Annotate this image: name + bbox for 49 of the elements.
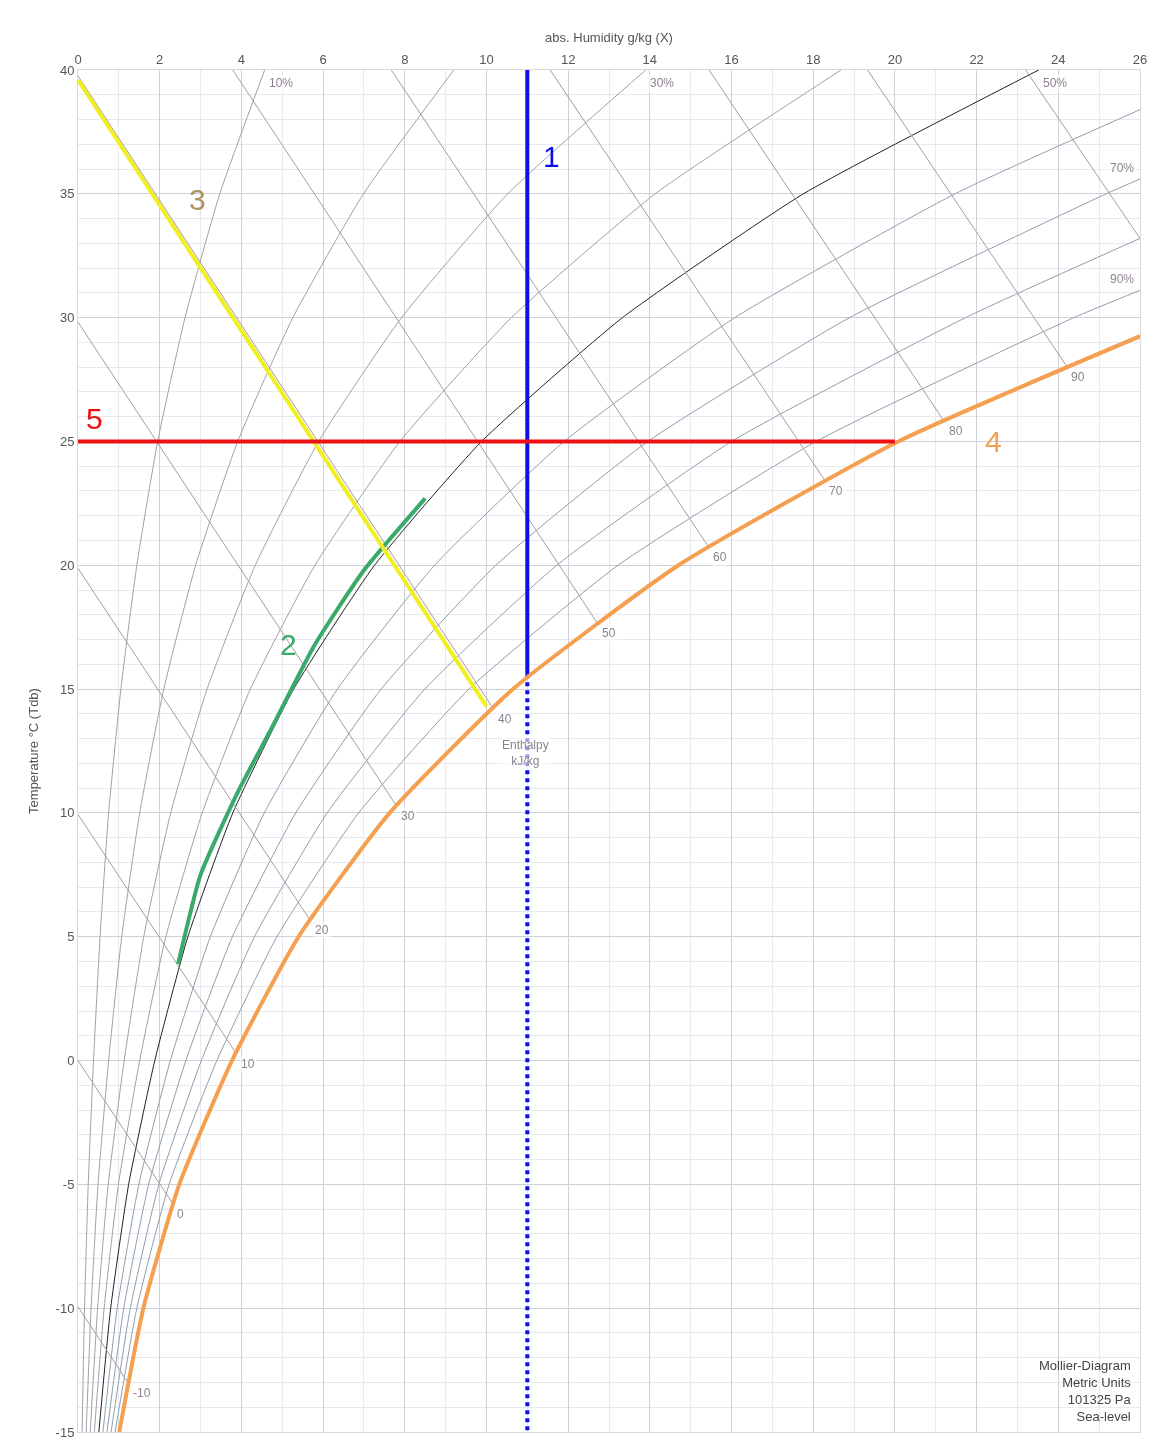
x-tick-label: 22 [969, 51, 984, 67]
x-axis-title: abs. Humidity g/kg (X) [545, 29, 673, 45]
annotation: 60 [713, 550, 727, 564]
annotation: 30 [401, 809, 415, 823]
annotation: 10 [241, 1057, 255, 1071]
y-tick-label: 30 [59, 310, 75, 326]
y-tick-label: -5 [62, 1176, 75, 1192]
annotation: 1 [543, 140, 560, 173]
annotation: 90 [1071, 370, 1085, 384]
annotation: 70% [1110, 161, 1135, 175]
x-tick-label: 24 [1051, 51, 1066, 67]
x-tick-label: 20 [887, 51, 903, 67]
y-tick-label: 40 [59, 62, 75, 78]
x-tick-label: 8 [401, 51, 409, 67]
y-tick-label: 20 [59, 557, 75, 573]
x-tick-label: 18 [806, 51, 821, 67]
annotation: Mollier-Diagram Metric Units 101325 Pa Sea-level [1039, 1358, 1132, 1424]
y-tick-label: -15 [55, 1424, 75, 1440]
annotation: 90% [1110, 272, 1135, 286]
y-axis-title: Temperature °C (Tdb) [25, 688, 41, 814]
annotation: 30% [650, 76, 675, 90]
x-tick-label: 6 [319, 51, 327, 67]
x-tick-label: 12 [560, 51, 576, 67]
annotation: 0 [177, 1207, 184, 1221]
annotation: 4 [985, 425, 1002, 458]
annotation: 80 [949, 424, 963, 438]
y-tick-label: 35 [59, 186, 75, 202]
y-tick-label: 10 [59, 805, 75, 821]
y-tick-label: -10 [55, 1300, 75, 1316]
annotation: 40 [498, 712, 512, 726]
annotation: Enthalpy kJ/kg [502, 738, 549, 768]
annotation: 3 [189, 183, 206, 216]
annotation: 70 [829, 484, 843, 498]
x-tick-label: 2 [156, 51, 164, 67]
x-tick-label: 4 [237, 51, 245, 67]
annotation: 2 [280, 628, 297, 661]
y-tick-label: 0 [67, 1053, 75, 1069]
y-tick-label: 15 [59, 681, 75, 697]
x-tick-label: 26 [1132, 51, 1148, 67]
annotation: 50% [1043, 76, 1068, 90]
x-tick-label: 16 [724, 51, 739, 67]
annotation: 20 [315, 923, 329, 937]
x-tick-label: 10 [479, 51, 494, 67]
annotation: -10 [133, 1386, 151, 1400]
annotation: 50 [602, 626, 616, 640]
annotation: 10% [269, 76, 294, 90]
y-tick-label: 5 [67, 929, 75, 945]
y-tick-label: 25 [59, 434, 75, 449]
x-tick-label: 14 [642, 51, 658, 67]
